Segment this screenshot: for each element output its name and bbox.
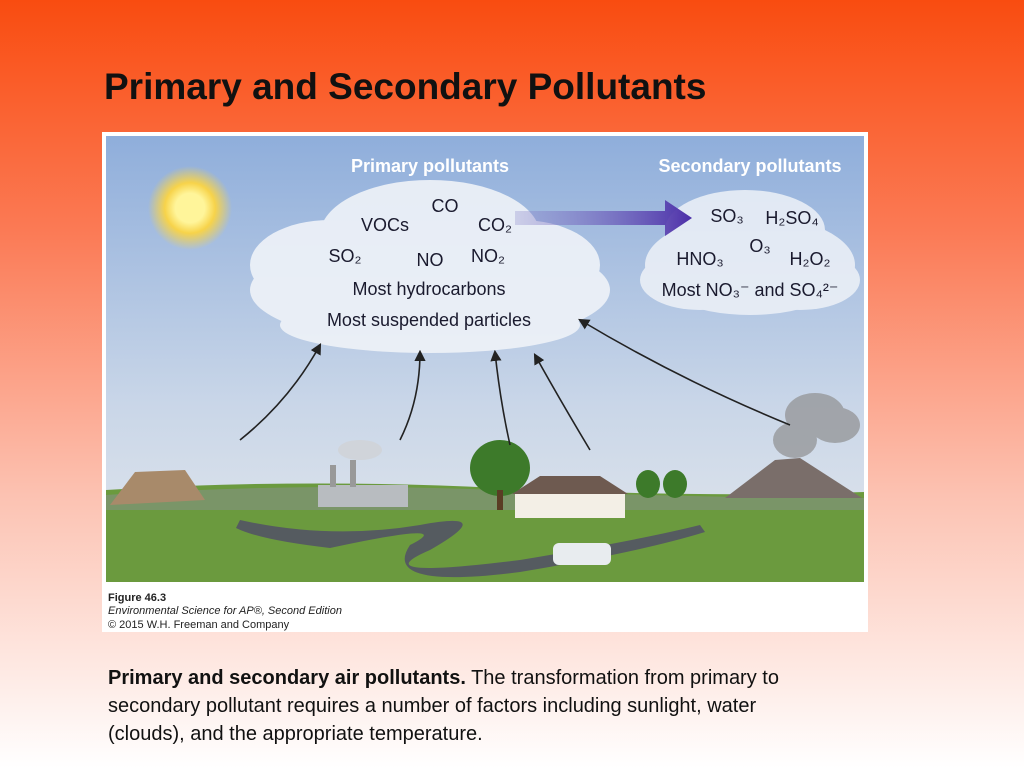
pollutant: CO₂ [478, 215, 512, 235]
pollutant: H₂SO₄ [765, 208, 818, 228]
house [512, 476, 628, 518]
pollutant: Most NO₃⁻ and SO₄²⁻ [662, 280, 839, 300]
secondary-heading: Secondary pollutants [658, 156, 841, 176]
primary-cloud [250, 180, 610, 353]
emission-arrows [239, 318, 791, 451]
pollutant: HNO₃ [676, 249, 723, 269]
mesa [110, 470, 205, 505]
pollutant: NO [417, 250, 444, 270]
primary-items: CO VOCs CO₂ SO₂ NO NO₂ Most hydrocarbons… [327, 196, 531, 330]
pollutant: CO [432, 196, 459, 216]
trees [470, 440, 687, 510]
primary-heading: Primary pollutants [351, 156, 509, 176]
pollutant: SO₂ [329, 246, 362, 266]
figure-number: Figure 46.3 [108, 592, 166, 604]
pollutant: O₃ [749, 236, 770, 256]
pollutant: Most suspended particles [327, 310, 531, 330]
figure-source: Environmental Science for AP®, Second Ed… [108, 605, 342, 617]
transform-arrow [515, 200, 692, 236]
slide-title: Primary and Secondary Pollutants [104, 66, 707, 107]
pollutant: H₂O₂ [790, 249, 831, 269]
hills [106, 486, 864, 510]
figure-copyright: © 2015 W.H. Freeman and Company [108, 619, 290, 631]
caption: Primary and secondary air pollutants. Th… [108, 664, 838, 748]
secondary-items: SO₃ H₂SO₄ O₃ HNO₃ H₂O₂ Most NO₃⁻ and SO₄… [662, 206, 839, 300]
power-plant [318, 440, 408, 507]
secondary-cloud [640, 190, 860, 315]
pollutant: VOCs [361, 215, 409, 235]
caption-lead: Primary and secondary air pollutants. [108, 667, 466, 689]
car [553, 543, 611, 565]
volcano [725, 458, 862, 498]
sun [148, 166, 232, 250]
road [236, 520, 705, 578]
volcano-smoke [773, 393, 860, 458]
pollutant: Most hydrocarbons [352, 279, 505, 299]
caption-body: The transformation from primary to secon… [108, 667, 779, 745]
pollutant: SO₃ [710, 206, 743, 226]
pollutant: NO₂ [471, 246, 505, 266]
